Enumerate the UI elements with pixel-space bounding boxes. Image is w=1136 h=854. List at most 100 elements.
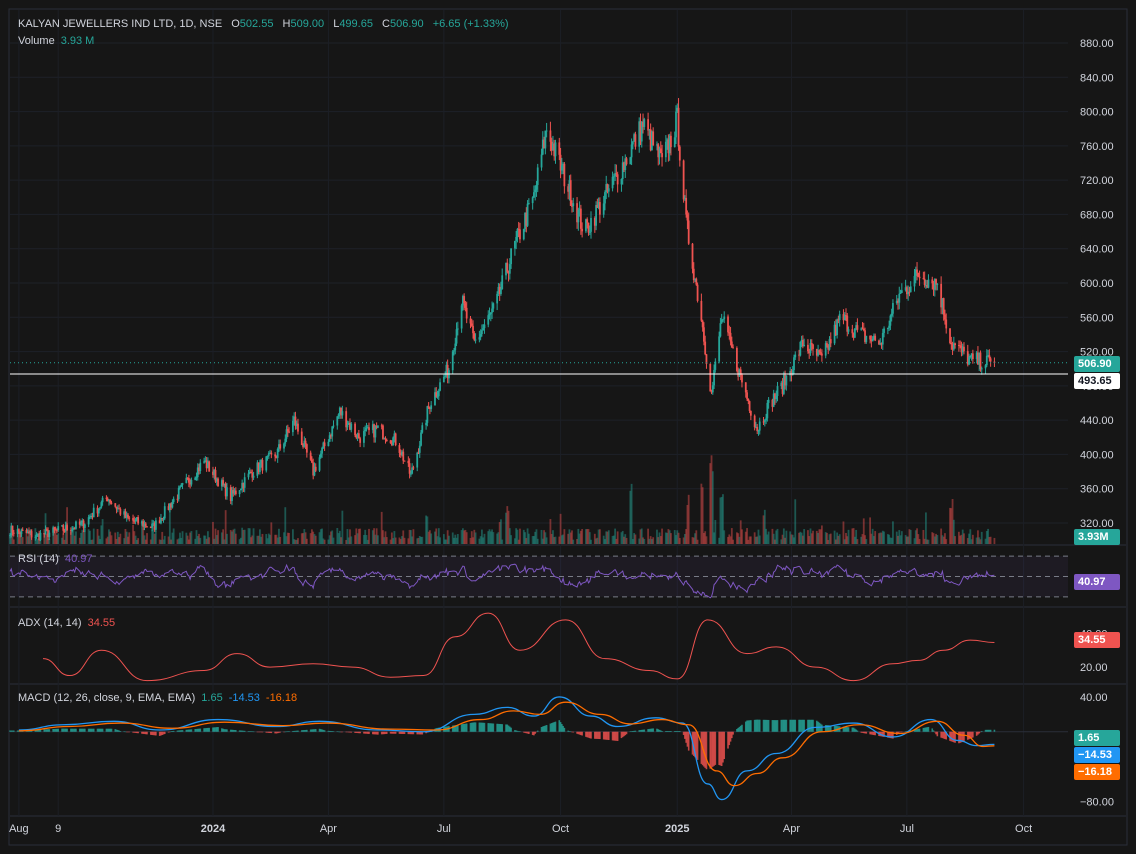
volume-bar [508,528,511,544]
macd-histogram-bar [162,731,165,735]
time-tick-label: 2025 [665,823,689,835]
volume-bar [845,532,847,544]
macd-histogram-bar [515,730,517,732]
candle-body [180,484,183,487]
macd-histogram-bar [106,728,109,732]
volume-bar [612,535,615,544]
volume-bar [398,537,401,544]
macd-histogram-bar [327,730,330,732]
candle-body [508,264,511,274]
macd-histogram-bar [710,731,713,768]
macd-histogram-bar [651,728,653,732]
macd-histogram-bar [313,729,316,732]
volume-bar [116,531,119,544]
macd-histogram-bar [696,731,699,760]
candle-body [842,314,845,321]
macd-histogram-bar [670,731,672,732]
candle-body [562,163,565,166]
volume-bar [421,536,424,544]
candle-body [215,478,218,482]
macd-histogram-bar [720,731,723,766]
candle-body [135,517,138,520]
volume-bar [677,532,680,544]
candle-body [639,121,642,142]
macd-histogram-bar [953,731,955,743]
candle-body [658,148,661,158]
volume-bar [347,537,350,544]
candle-body [460,305,463,329]
macd-histogram-bar [642,729,644,732]
candle-body [506,262,509,272]
candle-body [28,531,30,533]
macd-histogram-bar [98,728,100,732]
macd-histogram-bar [586,731,589,738]
macd-histogram-bar [771,720,774,732]
volume-bar [56,534,58,544]
macd-histogram-bar [648,728,651,732]
macd-histogram-bar [800,719,803,732]
volume-bar [741,529,743,544]
candle-body [119,508,122,515]
volume-bar [437,528,440,544]
volume-bar [498,522,501,544]
candle-body [455,329,458,344]
candle-body [259,463,261,472]
candle-body [123,511,126,515]
volume-bar [979,539,982,544]
candle-body [38,533,41,540]
volume-bar [408,529,411,544]
volume-bar [205,538,208,544]
volume-bar [656,529,658,544]
volume-bar [261,533,264,544]
macd-histogram-bar [198,728,200,732]
candle-body [194,477,197,480]
volume-bar [312,531,315,544]
macd-histogram-bar [949,731,951,741]
volume-bar [942,536,945,544]
volume-bar [336,528,339,544]
volume-bar [382,530,384,544]
candle-body [368,427,370,431]
candle-body [233,490,236,494]
candle-body [451,351,454,371]
candle-body [960,345,963,353]
volume-bar [968,533,970,544]
candle-body [807,344,809,352]
change-value: +6.65 (+1.33%) [432,18,509,30]
macd-histogram-bar [199,728,202,732]
candle-body [933,279,936,290]
price-tick-label: 720.00 [1080,175,1114,187]
candle-body [270,452,273,455]
candle-body [163,506,166,519]
macd-histogram-bar [611,731,614,741]
volume-bar [385,537,388,544]
volume-bar [346,529,349,544]
volume-bar [682,537,685,544]
volume-bar [251,535,254,544]
volume-bar [843,539,846,544]
candle-body [852,333,855,338]
volume-bar [664,532,667,544]
macd-histogram-bar [483,722,486,732]
macd-histogram-bar [657,729,660,732]
macd-histogram-bar [705,731,708,770]
candle-body [789,371,792,376]
volume-bar [313,534,316,544]
volume-bar [710,455,713,544]
volume-bar [284,507,287,544]
volume-bar [554,536,557,544]
volume-bar [11,533,14,544]
candle-body [185,477,188,484]
volume-bar [243,529,246,544]
macd-histogram-bar [34,729,37,732]
candle-body [913,275,916,287]
macd-histogram-bar [862,731,865,734]
volume-bar [659,536,662,544]
macd-histogram-bar [941,731,944,739]
volume-bar [683,533,686,544]
macd-histogram-bar [816,720,818,732]
candle-body [926,285,929,288]
volume-bar [614,528,617,544]
candle-body [421,425,424,433]
